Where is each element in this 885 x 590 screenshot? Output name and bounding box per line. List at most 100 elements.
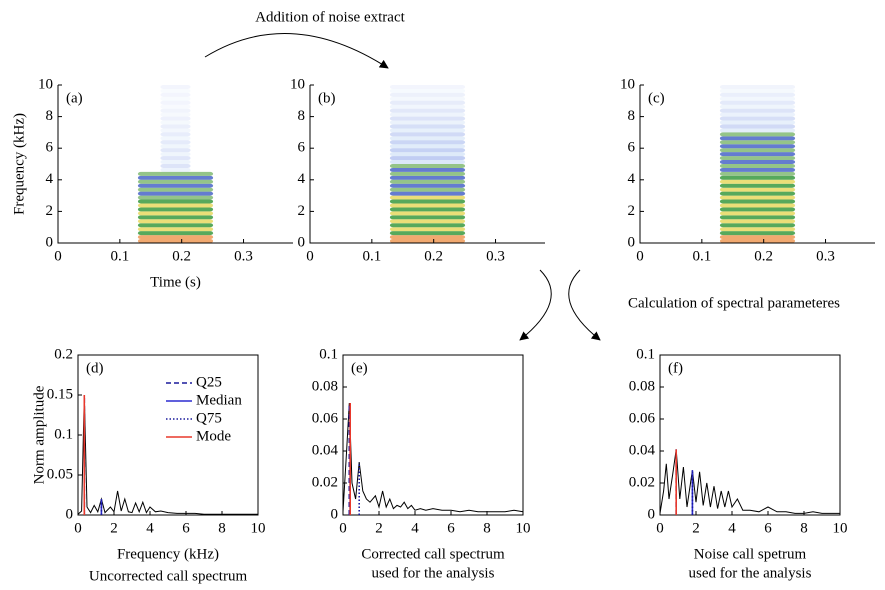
legend-label: Q25 [196, 374, 222, 390]
spectrogram-band [719, 96, 796, 101]
spectrogram-band [719, 183, 796, 188]
spectrogram-band [137, 223, 214, 228]
spectrogram-band [137, 175, 214, 180]
y-tick-label: 0.02 [629, 474, 655, 490]
y-axis-label: Norm amplitude [31, 385, 47, 484]
x-tick-label: 0.1 [110, 248, 129, 264]
spectrogram-band [160, 132, 191, 137]
spectrogram-band [719, 112, 796, 117]
spectrogram-band [389, 160, 466, 164]
spectrogram-band [719, 85, 796, 89]
y-tick-label: 0.2 [54, 346, 73, 362]
spectrogram-band [719, 167, 796, 172]
spectrogram-band [719, 160, 796, 164]
x-tick-label: 4 [411, 520, 419, 536]
subtitle: Corrected call spectrum [361, 546, 505, 562]
spectrogram-band [160, 85, 191, 89]
spectrogram-band [137, 239, 214, 243]
spectrogram-band [719, 211, 796, 216]
spectrogram-band [719, 104, 796, 109]
spectrogram-band [389, 136, 466, 141]
spectrogram-band [137, 191, 214, 196]
y-tick-label: 10 [290, 76, 305, 92]
spectrogram-band [389, 120, 466, 125]
x-tick-label: 8 [800, 520, 808, 536]
spectrogram-band [719, 207, 796, 212]
spectrogram-band [389, 156, 466, 161]
x-tick-label: 0.3 [486, 248, 505, 264]
y-tick-label: 10 [38, 76, 53, 92]
x-tick-label: 8 [483, 520, 491, 536]
y-tick-label: 0.02 [312, 474, 338, 490]
spectrogram-band [389, 100, 466, 105]
spectrogram-band [160, 164, 191, 168]
spectrogram-band [389, 116, 466, 121]
y-tick-label: 4 [46, 171, 54, 187]
x-tick-label: 0.2 [754, 248, 773, 264]
x-tick-label: 10 [516, 520, 531, 536]
spectrogram-band [389, 231, 466, 236]
y-tick-label: 6 [628, 140, 636, 156]
spectrogram-band [389, 140, 466, 145]
spectrogram-band [389, 152, 466, 157]
spectrogram-band [389, 211, 466, 216]
spectrogram-band [389, 227, 466, 232]
spectrogram-band [719, 235, 796, 240]
spectrum-line [342, 402, 524, 513]
x-axis-label: Time (s) [150, 274, 201, 290]
spectrogram-band [719, 108, 796, 113]
spectrogram-band [160, 100, 191, 105]
subtitle: Noise call spetrum [694, 546, 807, 562]
spectrogram-band [389, 104, 466, 109]
y-tick-label: 0.15 [47, 386, 73, 402]
subtitle: Uncorrected call spectrum [89, 568, 248, 584]
spectrogram-band [160, 144, 191, 149]
spectrogram-band [160, 116, 191, 121]
spectrogram-band [160, 104, 191, 109]
y-tick-label: 0.04 [629, 442, 656, 458]
spectrogram-band [719, 156, 796, 161]
y-tick-label: 0.1 [319, 346, 338, 362]
spectrogram-band [389, 88, 466, 93]
x-tick-label: 0 [636, 248, 644, 264]
spectrogram-band [137, 231, 214, 236]
spectrum-line [77, 394, 258, 515]
spectrogram-band [160, 120, 191, 125]
y-tick-label: 0.08 [312, 378, 338, 394]
spectrogram-band [389, 96, 466, 101]
y-tick-label: 0 [628, 234, 636, 250]
spectrogram-band [389, 207, 466, 212]
arrow [519, 269, 552, 341]
panel: 0 2 4 6 8 10 0 0.1 0.2 0.3 (a) Frequency (kHz) Time … [11, 76, 293, 290]
spectrogram-band [389, 199, 466, 204]
spectrogram-band [160, 148, 191, 153]
spectrogram-band [719, 219, 796, 224]
x-tick-label: 0 [339, 520, 347, 536]
panel: 0 2 4 6 8 10 0 0.1 0.2 0.3 (b) [290, 76, 545, 264]
spectrogram-band [389, 92, 466, 97]
legend-label: Mode [196, 428, 231, 444]
spectrogram-band [719, 144, 796, 149]
y-tick-label: 0.04 [312, 442, 339, 458]
x-tick-label: 6 [764, 520, 772, 536]
y-tick-label: 8 [46, 108, 54, 124]
spectrogram-band [137, 207, 214, 212]
spectrogram-band [719, 179, 796, 184]
spectrogram-band [719, 231, 796, 236]
spectrogram-band [389, 112, 466, 117]
spectrogram-band [719, 136, 796, 141]
panel-label: (a) [66, 90, 83, 106]
spectrogram-band [160, 108, 191, 113]
y-tick-label: 0 [46, 234, 54, 250]
spectrogram-band [719, 171, 796, 176]
panel: 0 2 4 6 8 10 0 0.1 0.2 0.3 (c) [620, 76, 875, 264]
subtitle: used for the analysis [372, 565, 495, 581]
spectrogram-band [719, 128, 796, 133]
x-tick-label: 2 [692, 520, 700, 536]
plot-frame [342, 354, 524, 516]
y-tick-label: 0 [66, 506, 74, 522]
spectrogram-band [719, 152, 796, 157]
spectrogram-band [160, 167, 191, 172]
spectrogram-band [389, 215, 466, 220]
spectrogram-band [719, 187, 796, 192]
